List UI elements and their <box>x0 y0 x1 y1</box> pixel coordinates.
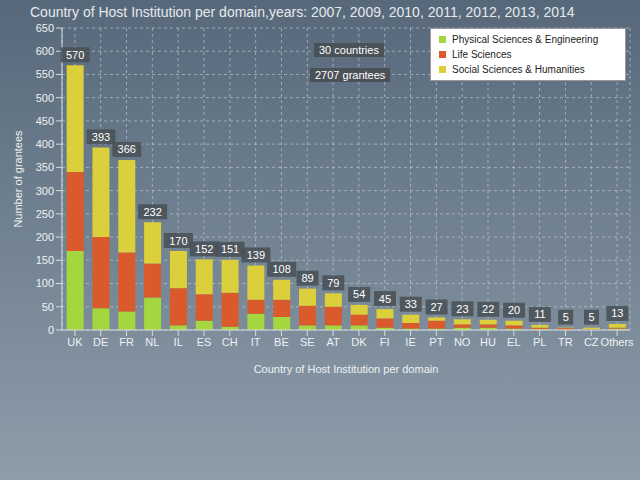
svg-text:IL: IL <box>174 336 183 348</box>
svg-text:Country of Host Institution pe: Country of Host Institution per domain <box>254 363 439 375</box>
svg-text:PL: PL <box>533 336 546 348</box>
svg-text:HU: HU <box>480 336 496 348</box>
svg-text:BE: BE <box>274 336 289 348</box>
svg-text:ES: ES <box>197 336 212 348</box>
svg-text:393: 393 <box>92 131 110 143</box>
html-text:Life Sciences: Life Sciences <box>452 49 512 60</box>
svg-text:50: 50 <box>42 301 54 313</box>
svg-text:UK: UK <box>67 336 83 348</box>
svg-text:DK: DK <box>351 336 367 348</box>
svg-text:27: 27 <box>430 301 442 313</box>
svg-text:79: 79 <box>327 277 339 289</box>
svg-text:IT: IT <box>251 336 261 348</box>
svg-text:SE: SE <box>300 336 315 348</box>
html-text:30 countries: 30 countries <box>319 44 379 56</box>
svg-text:650: 650 <box>36 22 54 34</box>
svg-text:FI: FI <box>380 336 390 348</box>
svg-text:500: 500 <box>36 92 54 104</box>
svg-text:IE: IE <box>405 336 415 348</box>
svg-text:54: 54 <box>353 288 365 300</box>
svg-text:200: 200 <box>36 231 54 243</box>
svg-text:FR: FR <box>119 336 134 348</box>
svg-text:570: 570 <box>66 49 84 61</box>
svg-text:250: 250 <box>36 208 54 220</box>
svg-text:150: 150 <box>36 254 54 266</box>
svg-text:23: 23 <box>456 303 468 315</box>
html-text:Physical Sciences & Engineerin: Physical Sciences & Engineering <box>452 34 599 45</box>
svg-text:CH: CH <box>222 336 238 348</box>
svg-text:20: 20 <box>508 304 520 316</box>
svg-text:22: 22 <box>482 303 494 315</box>
svg-text:DE: DE <box>93 336 108 348</box>
svg-text:550: 550 <box>36 68 54 80</box>
svg-text:5: 5 <box>588 311 594 323</box>
svg-text:300: 300 <box>36 185 54 197</box>
svg-text:350: 350 <box>36 161 54 173</box>
svg-text:CZ: CZ <box>584 336 599 348</box>
svg-text:89: 89 <box>301 272 313 284</box>
svg-text:Number of grantees: Number of grantees <box>12 130 24 228</box>
svg-text:13: 13 <box>611 307 623 319</box>
svg-text:TR: TR <box>558 336 573 348</box>
svg-text:NL: NL <box>145 336 159 348</box>
svg-text:170: 170 <box>169 235 187 247</box>
svg-text:450: 450 <box>36 115 54 127</box>
html-text:2707 grantees: 2707 grantees <box>315 69 386 81</box>
svg-text:108: 108 <box>273 263 291 275</box>
svg-text:232: 232 <box>143 206 161 218</box>
svg-text:Others: Others <box>601 336 632 348</box>
svg-text:152: 152 <box>195 243 213 255</box>
svg-text:0: 0 <box>48 324 54 336</box>
svg-text:AT: AT <box>326 336 340 348</box>
svg-text:11: 11 <box>534 308 545 320</box>
svg-text:NO: NO <box>454 336 471 348</box>
svg-text:EL: EL <box>507 336 520 348</box>
html-text:Country of Host Institution pe: Country of Host Institution per domain,y… <box>30 4 575 20</box>
svg-text:139: 139 <box>247 249 265 261</box>
svg-text:400: 400 <box>36 138 54 150</box>
svg-text:45: 45 <box>379 293 391 305</box>
svg-text:PT: PT <box>429 336 443 348</box>
svg-text:600: 600 <box>36 45 54 57</box>
svg-text:366: 366 <box>118 143 136 155</box>
svg-text:33: 33 <box>405 298 417 310</box>
svg-text:151: 151 <box>221 243 239 255</box>
svg-text:100: 100 <box>36 277 54 289</box>
html-text:Social Sciences & Humanities: Social Sciences & Humanities <box>452 64 585 75</box>
svg-text:5: 5 <box>563 311 569 323</box>
